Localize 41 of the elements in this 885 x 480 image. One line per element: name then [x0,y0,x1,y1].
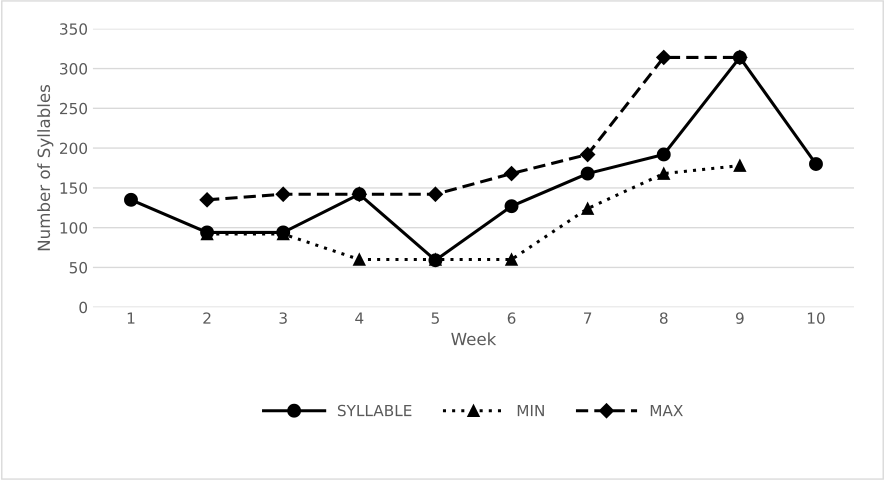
y-tick-label: 200 [60,142,88,154]
x-tick-label: 2 [203,312,210,324]
x-tick-label: 4 [355,312,364,324]
point [809,157,823,171]
x-tick-label: 7 [584,312,592,324]
point [505,253,518,266]
point [656,50,672,66]
x-tick-label: 10 [808,312,825,324]
y-tick-label: 300 [60,63,88,75]
point [124,192,138,207]
point [656,148,671,162]
point [200,192,215,208]
point [504,166,520,182]
point [580,146,596,162]
y-axis-title: Number of Syllables [37,84,54,250]
y-tick-label: 350 [60,23,88,35]
point [352,187,366,202]
x-tick-label: 9 [736,312,744,324]
x-tick-label: 3 [280,312,287,324]
x-axis-title: Week [451,332,496,346]
legend-label: MAX [650,404,683,416]
point [504,199,518,214]
y-tick-label: 150 [60,182,88,194]
x-tick-label: 8 [660,312,668,324]
y-tick-label: 100 [60,222,88,234]
point [428,186,443,202]
y-tick-label: 50 [70,262,88,274]
y-tick-label: 250 [60,102,88,114]
legend-label: MIN [518,404,544,416]
point [734,159,746,172]
point [581,202,594,215]
point [732,50,747,64]
point [353,253,366,266]
legend-label: SYLLABLE [338,404,412,416]
point [580,166,595,181]
x-tick-label: 1 [128,312,134,324]
x-tick-label: 5 [432,312,439,324]
x-tick-label: 6 [508,312,516,324]
point [658,167,670,180]
y-tick-label: 0 [79,302,88,314]
point [276,186,291,202]
